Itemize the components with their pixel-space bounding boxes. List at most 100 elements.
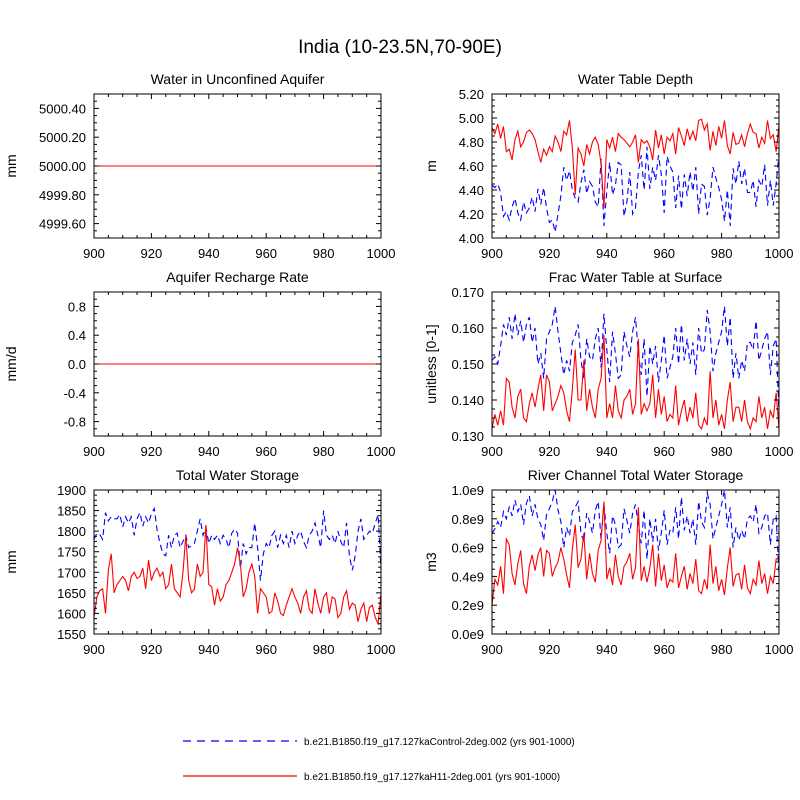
plot-frame bbox=[491, 93, 780, 239]
y-tick-label: 5000.40 bbox=[39, 101, 86, 116]
panel-title: Water Table Depth bbox=[578, 71, 693, 87]
x-tick-label: 920 bbox=[141, 444, 163, 459]
y-tick-label: 0.4e9 bbox=[451, 569, 484, 584]
x-tick-label: 900 bbox=[481, 246, 503, 261]
y-tick-label: 4999.80 bbox=[39, 188, 86, 203]
y-tick-label: 4.40 bbox=[459, 183, 484, 198]
y-tick-label: 1.0e9 bbox=[451, 483, 484, 498]
y-tick-label: 5.00 bbox=[459, 111, 484, 126]
x-tick-label: 980 bbox=[711, 246, 733, 261]
legend-label-control: b.e21.B1850.f19_g17.127kaControl-2deg.00… bbox=[304, 737, 575, 748]
legend-item-h11: b.e21.B1850.f19_g17.127kaH11-2deg.001 (y… bbox=[183, 772, 560, 783]
plot-frame bbox=[491, 291, 780, 437]
x-tick-label: 980 bbox=[711, 444, 733, 459]
y-tick-label: -0.8 bbox=[64, 415, 86, 430]
x-tick-label: 960 bbox=[255, 246, 277, 261]
x-tick-label: 980 bbox=[313, 246, 335, 261]
x-tick-label: 920 bbox=[141, 642, 163, 657]
y-tick-label: 1650 bbox=[57, 586, 86, 601]
figure-title: India (10-23.5N,70-90E) bbox=[298, 37, 502, 58]
y-tick-label: 0.0 bbox=[68, 357, 86, 372]
y-tick-label: 1800 bbox=[57, 524, 86, 539]
panel-title: Total Water Storage bbox=[176, 467, 299, 483]
x-tick-label: 900 bbox=[83, 642, 105, 657]
x-tick-label: 940 bbox=[596, 246, 618, 261]
x-tick-label: 960 bbox=[653, 246, 675, 261]
x-tick-label: 920 bbox=[539, 444, 561, 459]
y-tick-label: 5.20 bbox=[459, 87, 484, 102]
x-tick-label: 900 bbox=[83, 246, 105, 261]
y-tick-label: 0.160 bbox=[451, 321, 484, 336]
x-tick-label: 980 bbox=[313, 642, 335, 657]
y-tick-label: 0.170 bbox=[451, 285, 484, 300]
y-tick-label: 0.8e9 bbox=[451, 512, 484, 527]
x-tick-label: 960 bbox=[653, 642, 675, 657]
x-tick-label: 920 bbox=[141, 246, 163, 261]
legend: b.e21.B1850.f19_g17.127kaControl-2deg.00… bbox=[183, 737, 575, 783]
y-axis-label: unitless [0-1] bbox=[423, 324, 439, 403]
y-tick-label: 0.2e9 bbox=[451, 598, 484, 613]
panel-aquifer-recharge-rate: Aquifer Recharge Rate 900 920 940 960 980 1000… bbox=[3, 269, 395, 459]
x-tick-label: 940 bbox=[198, 642, 220, 657]
y-tick-label: 4.60 bbox=[459, 159, 484, 174]
x-tick-label: 1000 bbox=[367, 642, 396, 657]
series-line-h11 bbox=[491, 335, 780, 431]
y-tick-label: 0.4 bbox=[68, 328, 86, 343]
series-line-h11 bbox=[491, 118, 780, 209]
y-tick-label: 5000.20 bbox=[39, 130, 86, 145]
y-tick-label: 1900 bbox=[57, 483, 86, 498]
series-line-control bbox=[491, 146, 780, 233]
x-tick-label: 920 bbox=[539, 246, 561, 261]
y-tick-label: -0.4 bbox=[64, 386, 86, 401]
panel-total-water-storage: Total Water Storage 900 920 940 960 980 1000 15… bbox=[3, 467, 395, 657]
y-tick-label: 0.150 bbox=[451, 357, 484, 372]
panel-water-unconfined-aquifer: Water in Unconfined Aquifer 900 920 940 960 9… bbox=[3, 71, 395, 261]
x-tick-label: 900 bbox=[83, 444, 105, 459]
y-axis-label: m bbox=[423, 160, 439, 172]
panel-title: Frac Water Table at Surface bbox=[549, 269, 723, 285]
y-axis-label: m3 bbox=[423, 552, 439, 572]
series-line-control bbox=[491, 306, 780, 415]
x-tick-label: 940 bbox=[198, 444, 220, 459]
y-tick-label: 0.0e9 bbox=[451, 627, 484, 642]
y-tick-label: 0.130 bbox=[451, 429, 484, 444]
panel-water-table-depth: Water Table Depth 900 920 940 960 980 1000 4.00… bbox=[423, 71, 793, 261]
y-tick-label: 1600 bbox=[57, 606, 86, 621]
panel-title: River Channel Total Water Storage bbox=[528, 467, 744, 483]
panels: Water in Unconfined Aquifer 900 920 940 960 9… bbox=[3, 71, 793, 657]
legend-item-control: b.e21.B1850.f19_g17.127kaControl-2deg.00… bbox=[183, 737, 575, 748]
y-axis-label: mm bbox=[3, 550, 19, 573]
y-tick-label: 4.20 bbox=[459, 207, 484, 222]
y-tick-label: 1850 bbox=[57, 504, 86, 519]
x-tick-label: 960 bbox=[653, 444, 675, 459]
y-tick-label: 1750 bbox=[57, 545, 86, 560]
x-tick-label: 1000 bbox=[367, 246, 396, 261]
x-tick-label: 1000 bbox=[765, 642, 794, 657]
x-tick-label: 1000 bbox=[765, 444, 794, 459]
x-tick-label: 980 bbox=[711, 642, 733, 657]
series-line-control bbox=[93, 506, 382, 581]
panel-title: Aquifer Recharge Rate bbox=[166, 269, 309, 285]
x-tick-label: 940 bbox=[596, 642, 618, 657]
panel-frac-water-table-surface: Frac Water Table at Surface 900 920 940 960 9… bbox=[423, 269, 793, 459]
panel-title: Water in Unconfined Aquifer bbox=[151, 71, 325, 87]
y-axis-label: mm bbox=[3, 154, 19, 177]
legend-label-h11: b.e21.B1850.f19_g17.127kaH11-2deg.001 (y… bbox=[304, 772, 560, 783]
x-tick-label: 900 bbox=[481, 642, 503, 657]
y-tick-label: 1700 bbox=[57, 565, 86, 580]
x-tick-label: 960 bbox=[255, 444, 277, 459]
plot-frame bbox=[93, 489, 382, 635]
x-tick-label: 1000 bbox=[367, 444, 396, 459]
x-tick-label: 940 bbox=[596, 444, 618, 459]
y-tick-label: 5000.00 bbox=[39, 159, 86, 174]
y-tick-label: 4.80 bbox=[459, 135, 484, 150]
x-tick-label: 900 bbox=[481, 444, 503, 459]
y-tick-label: 0.8 bbox=[68, 299, 86, 314]
x-tick-label: 960 bbox=[255, 642, 277, 657]
panel-river-channel-storage: River Channel Total Water Storage 900 920 9… bbox=[423, 467, 793, 657]
y-axis-label: mm/d bbox=[3, 347, 19, 382]
y-tick-label: 4999.60 bbox=[39, 217, 86, 232]
y-tick-label: 0.6e9 bbox=[451, 541, 484, 556]
x-tick-label: 980 bbox=[313, 444, 335, 459]
y-tick-label: 4.00 bbox=[459, 231, 484, 246]
